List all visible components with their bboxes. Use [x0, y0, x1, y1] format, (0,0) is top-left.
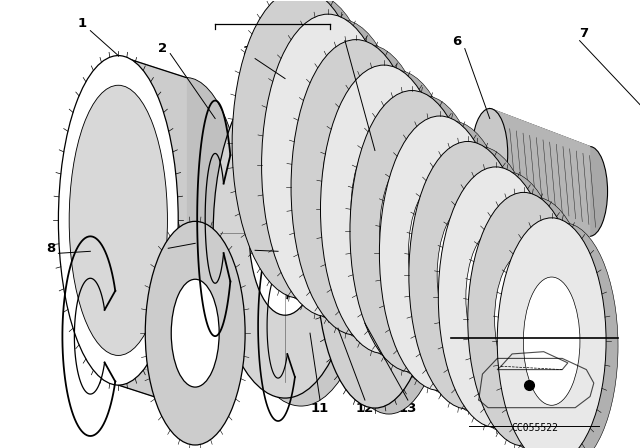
Ellipse shape	[213, 69, 357, 398]
Text: 9: 9	[156, 237, 165, 250]
Ellipse shape	[350, 90, 474, 372]
Text: CC055522: CC055522	[511, 423, 558, 434]
Ellipse shape	[333, 70, 460, 359]
Ellipse shape	[232, 0, 368, 298]
Text: 7: 7	[579, 27, 588, 40]
Ellipse shape	[331, 138, 447, 414]
Ellipse shape	[451, 172, 565, 432]
Text: 6: 6	[452, 35, 461, 48]
Ellipse shape	[380, 116, 500, 391]
Ellipse shape	[273, 19, 406, 322]
Ellipse shape	[497, 218, 606, 448]
Ellipse shape	[249, 151, 321, 315]
Ellipse shape	[294, 87, 362, 244]
Ellipse shape	[495, 253, 553, 385]
Ellipse shape	[291, 39, 421, 335]
Text: 4: 4	[266, 4, 275, 17]
Ellipse shape	[69, 85, 168, 355]
Text: 12: 12	[356, 401, 374, 414]
Ellipse shape	[380, 158, 444, 305]
Ellipse shape	[126, 78, 246, 407]
Ellipse shape	[468, 192, 580, 446]
Ellipse shape	[58, 56, 178, 385]
Ellipse shape	[262, 14, 394, 317]
Ellipse shape	[145, 221, 245, 445]
Ellipse shape	[392, 121, 512, 396]
Ellipse shape	[438, 167, 553, 427]
Ellipse shape	[437, 206, 499, 345]
Polygon shape	[118, 56, 186, 407]
Ellipse shape	[265, 63, 335, 224]
Ellipse shape	[409, 142, 527, 409]
Text: 2: 2	[157, 42, 167, 55]
Text: 11: 11	[311, 401, 329, 414]
Ellipse shape	[317, 133, 433, 408]
Text: 10: 10	[238, 237, 256, 250]
Text: 8: 8	[46, 242, 55, 255]
Text: 3: 3	[243, 45, 252, 58]
Text: 13: 13	[399, 401, 417, 414]
Text: 1: 1	[78, 17, 87, 30]
Ellipse shape	[321, 65, 447, 353]
Ellipse shape	[480, 198, 591, 448]
Ellipse shape	[244, 0, 380, 303]
Ellipse shape	[303, 45, 433, 340]
Ellipse shape	[472, 108, 508, 198]
Polygon shape	[490, 108, 589, 237]
Ellipse shape	[351, 134, 417, 284]
Ellipse shape	[229, 77, 373, 406]
Ellipse shape	[572, 146, 607, 237]
Ellipse shape	[524, 277, 580, 405]
Ellipse shape	[172, 279, 219, 387]
Ellipse shape	[362, 95, 486, 377]
Ellipse shape	[322, 111, 390, 264]
Ellipse shape	[509, 223, 618, 448]
Ellipse shape	[341, 192, 409, 348]
Ellipse shape	[466, 229, 525, 365]
Text: 5: 5	[332, 27, 342, 40]
Ellipse shape	[421, 146, 539, 414]
Ellipse shape	[408, 182, 471, 325]
